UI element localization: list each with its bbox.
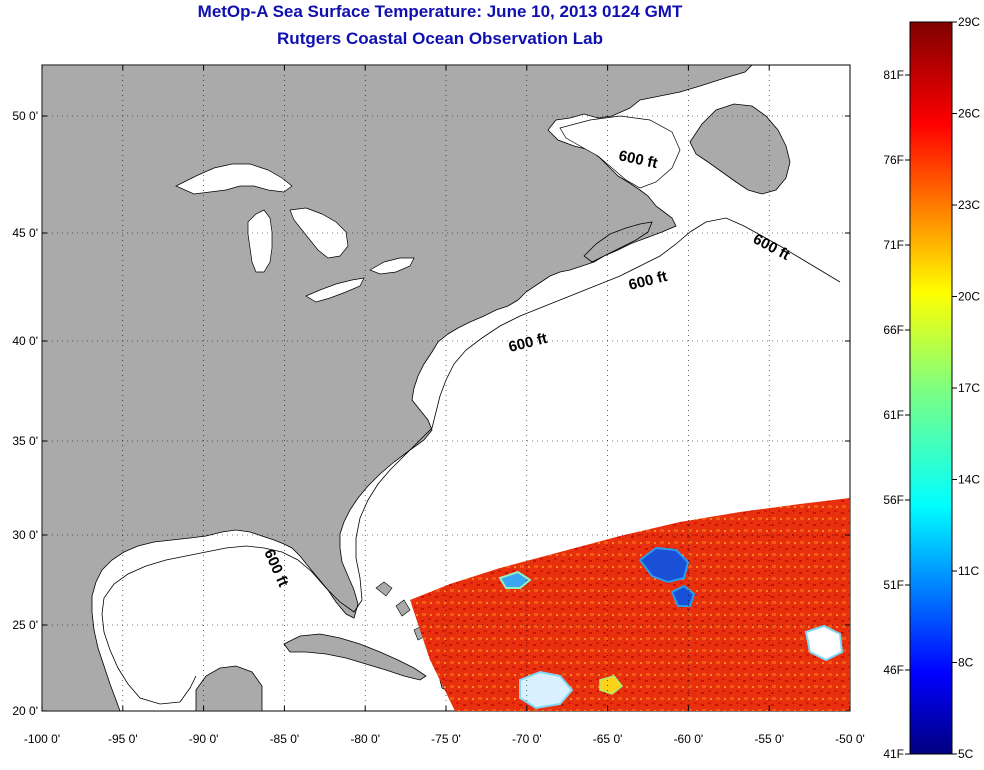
colorbar-fahrenheit-label: 76F: [883, 153, 904, 167]
latitude-tick-label: 45 0': [12, 226, 38, 240]
longitude-tick-label: -75 0': [431, 732, 461, 746]
latitude-tick-label: 25 0': [12, 618, 38, 632]
colorbar-celsius-label: 26C: [958, 107, 980, 121]
cold-patch: [498, 570, 532, 589]
longitude-tick-label: -60 0': [674, 732, 704, 746]
colorbar-celsius-label: 8C: [958, 656, 974, 670]
colorbar-fahrenheit-label: 56F: [883, 493, 904, 507]
lake-huron: [289, 207, 349, 259]
colorbar: [909, 21, 953, 755]
colorbar-celsius-label: 11C: [958, 564, 979, 578]
lake-erie: [305, 277, 365, 303]
warm-patch: [599, 675, 624, 695]
longitude-axis: -100 0' -95 0' -90 0' -85 0' -80 0' -75 0' -70…: [24, 65, 865, 746]
colorbar-axis: 29C 26C 23C 20C 17C 14C 11C 8C 5C 81F 76F 71F 66F 61F…: [883, 15, 980, 761]
colorbar-fahrenheit-label: 61F: [883, 408, 904, 422]
longitude-tick-label: -90 0': [189, 732, 219, 746]
colorbar-fahrenheit-label: 81F: [883, 68, 904, 82]
colorbar-fahrenheit-label: 41F: [883, 747, 904, 761]
longitude-tick-label: -65 0': [593, 732, 623, 746]
latitude-axis: 50 0' 45 0' 40 0' 35 0' 30 0' 25 0' 20 0': [12, 109, 850, 718]
map-title: MetOp-A Sea Surface Temperature: June 10…: [197, 2, 683, 21]
colorbar-celsius-label: 5C: [958, 747, 974, 761]
longitude-tick-label: -95 0': [108, 732, 138, 746]
colorbar-celsius-label: 29C: [958, 15, 980, 29]
gulf-st-lawrence: [559, 115, 681, 189]
yucatan-land: [195, 665, 263, 711]
lake-superior: [175, 163, 293, 195]
colorbar-celsius-label: 20C: [958, 290, 980, 304]
longitude-tick-label: -85 0': [270, 732, 300, 746]
latitude-tick-label: 50 0': [12, 109, 38, 123]
map-subtitle: Rutgers Coastal Ocean Observation Lab: [277, 29, 603, 48]
colorbar-fahrenheit-label: 71F: [883, 238, 904, 252]
newfoundland-land: [689, 103, 791, 195]
longitude-tick-label: -50 0': [835, 732, 865, 746]
latitude-tick-label: 35 0': [12, 434, 38, 448]
sst-swath: [410, 498, 850, 711]
isobath-contour: [101, 217, 841, 705]
lake-ontario: [369, 257, 415, 275]
longitude-tick-label: -55 0': [754, 732, 784, 746]
colorbar-celsius-label: 14C: [958, 473, 980, 487]
latitude-tick-label: 40 0': [12, 334, 38, 348]
latitude-tick-label: 30 0': [12, 528, 38, 542]
colorbar-fahrenheit-label: 46F: [883, 663, 904, 677]
longitude-tick-label: -100 0': [24, 732, 60, 746]
colorbar-fahrenheit-label: 66F: [883, 323, 904, 337]
cloud-patch: [519, 670, 574, 710]
cold-patch: [638, 546, 690, 584]
colorbar-celsius-label: 17C: [958, 381, 980, 395]
longitude-tick-label: -70 0': [512, 732, 542, 746]
latitude-tick-label: 20 0': [12, 704, 38, 718]
lake-michigan: [247, 209, 273, 273]
colorbar-celsius-label: 23C: [958, 198, 980, 212]
colorbar-fahrenheit-label: 51F: [883, 578, 904, 592]
longitude-tick-label: -80 0': [350, 732, 380, 746]
cuba-land: [283, 633, 427, 681]
cloud-patch: [804, 624, 844, 662]
